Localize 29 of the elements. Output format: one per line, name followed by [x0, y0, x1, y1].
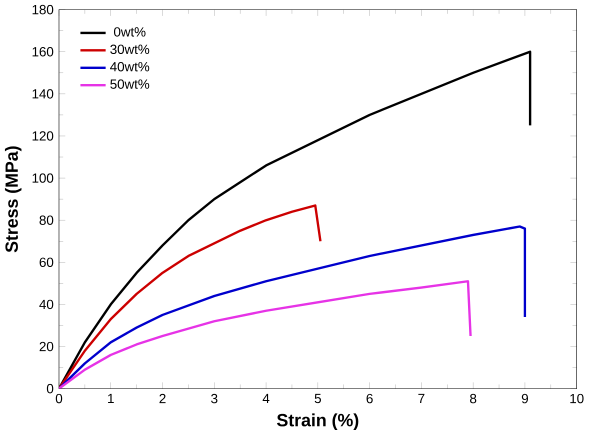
y-tick-label: 80 [40, 216, 54, 225]
legend-label: 50wt% [110, 79, 150, 89]
y-tick-label: 40 [39, 300, 54, 310]
legend-label: 30wt% [110, 44, 150, 54]
y-tick-label: 0 [46, 384, 54, 394]
y-tick-label: 100 [32, 173, 54, 183]
y-tick-label: 180 [32, 4, 54, 14]
line-series [58, 280, 472, 389]
x-tick-label: 1 [108, 394, 114, 404]
legend-label: 40wt% [110, 62, 150, 72]
x-tick-label: 0 [56, 394, 62, 404]
x-tick-label: 6 [366, 394, 373, 404]
x-tick-label: 10 [570, 394, 584, 404]
x-tick-label: 8 [470, 394, 476, 404]
x-axis-title: Strain (%) [276, 413, 358, 430]
legend-label: 0wt% [114, 27, 146, 37]
y-tick-label: 60 [40, 258, 54, 268]
y-axis-title: Stress (MPa) [4, 146, 22, 252]
x-tick-label: 5 [314, 394, 321, 404]
y-tick-label: 120 [32, 131, 54, 141]
x-tick-label: 9 [522, 394, 528, 404]
y-tick-label: 20 [40, 342, 54, 352]
line-series [58, 204, 322, 389]
y-tick-label: 160 [32, 47, 54, 57]
x-tick-label: 2 [160, 394, 166, 404]
y-tick-label: 140 [32, 89, 54, 99]
x-tick-label: 3 [211, 394, 218, 404]
x-tick-label: 7 [418, 394, 424, 404]
x-tick-label: 4 [262, 394, 270, 404]
